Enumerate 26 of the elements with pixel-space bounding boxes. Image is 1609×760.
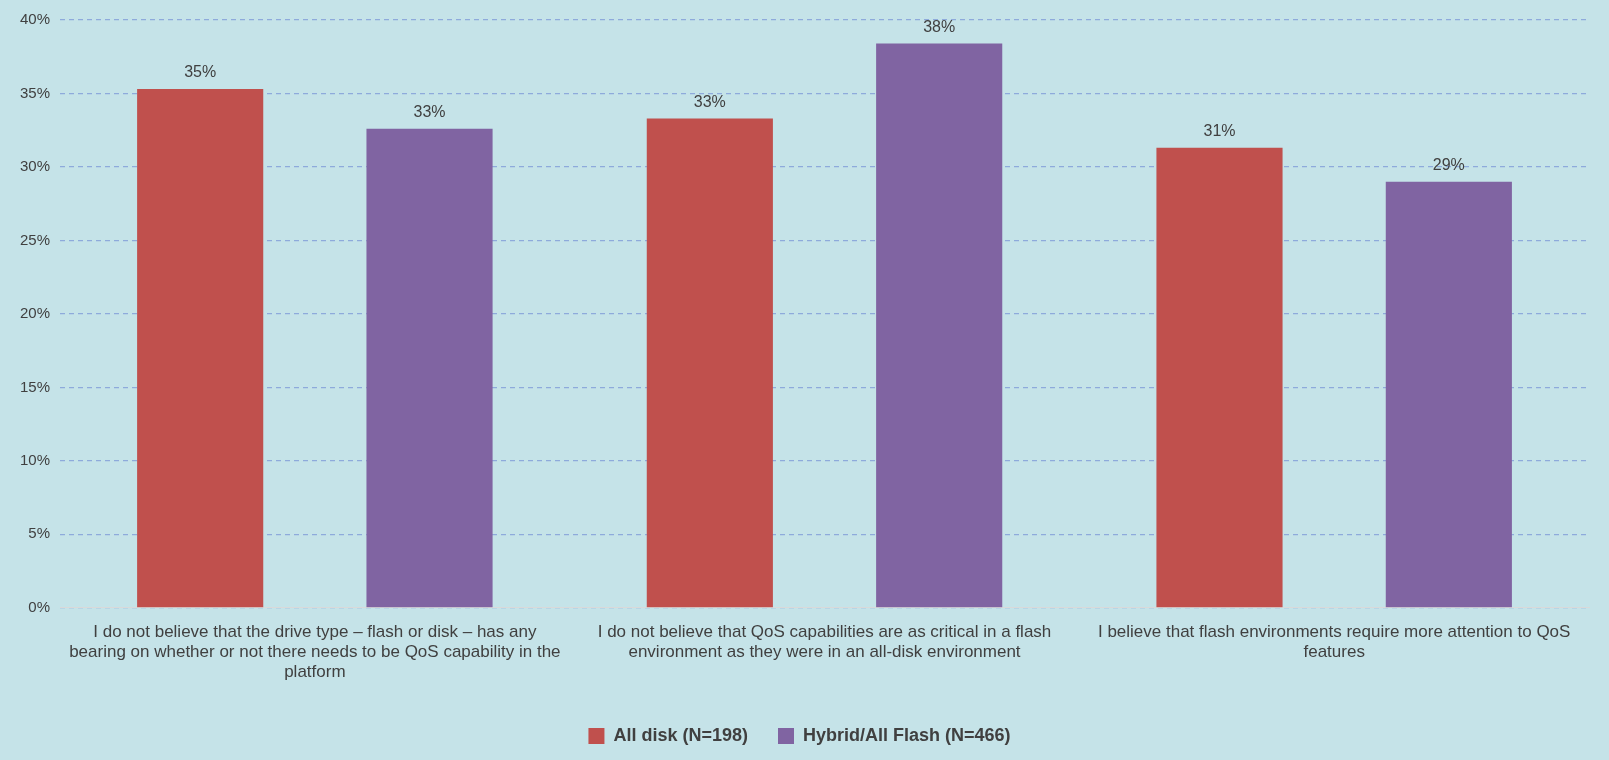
legend-label: Hybrid/All Flash (N=466) — [803, 724, 1011, 745]
y-tick-label: 5% — [28, 524, 51, 542]
bar — [646, 118, 773, 608]
y-tick-label: 20% — [19, 304, 51, 322]
bar — [1385, 181, 1512, 608]
data-label: 33% — [413, 103, 446, 121]
bar — [366, 128, 493, 608]
y-tick-label: 30% — [19, 157, 51, 175]
legend-label: All disk (N=198) — [613, 724, 749, 745]
bar — [1156, 147, 1283, 608]
y-tick-label: 15% — [19, 377, 51, 395]
data-label: 31% — [1203, 122, 1236, 140]
y-tick-label: 35% — [19, 83, 51, 101]
data-label: 38% — [923, 17, 956, 35]
bar — [876, 43, 1003, 608]
y-tick-label: 0% — [28, 597, 51, 615]
y-tick-label: 10% — [19, 450, 51, 468]
data-label: 29% — [1432, 156, 1465, 174]
y-tick-label: 25% — [19, 230, 51, 248]
data-label: 35% — [184, 63, 217, 81]
x-tick-label: I believe that flash environments require more attention to QoS features — [1097, 621, 1571, 662]
data-label: 33% — [693, 92, 726, 110]
x-tick-label: I do not believe that QoS capabilities are as critical in a flash environment as they were in an all-disk environment — [597, 621, 1052, 662]
y-tick-label: 40% — [19, 10, 51, 28]
x-tick-label: I do not believe that the drive type – flash or disk – has any bearing on whether or not there needs to be QoS capability in the platform — [69, 621, 561, 682]
bar — [137, 89, 264, 608]
